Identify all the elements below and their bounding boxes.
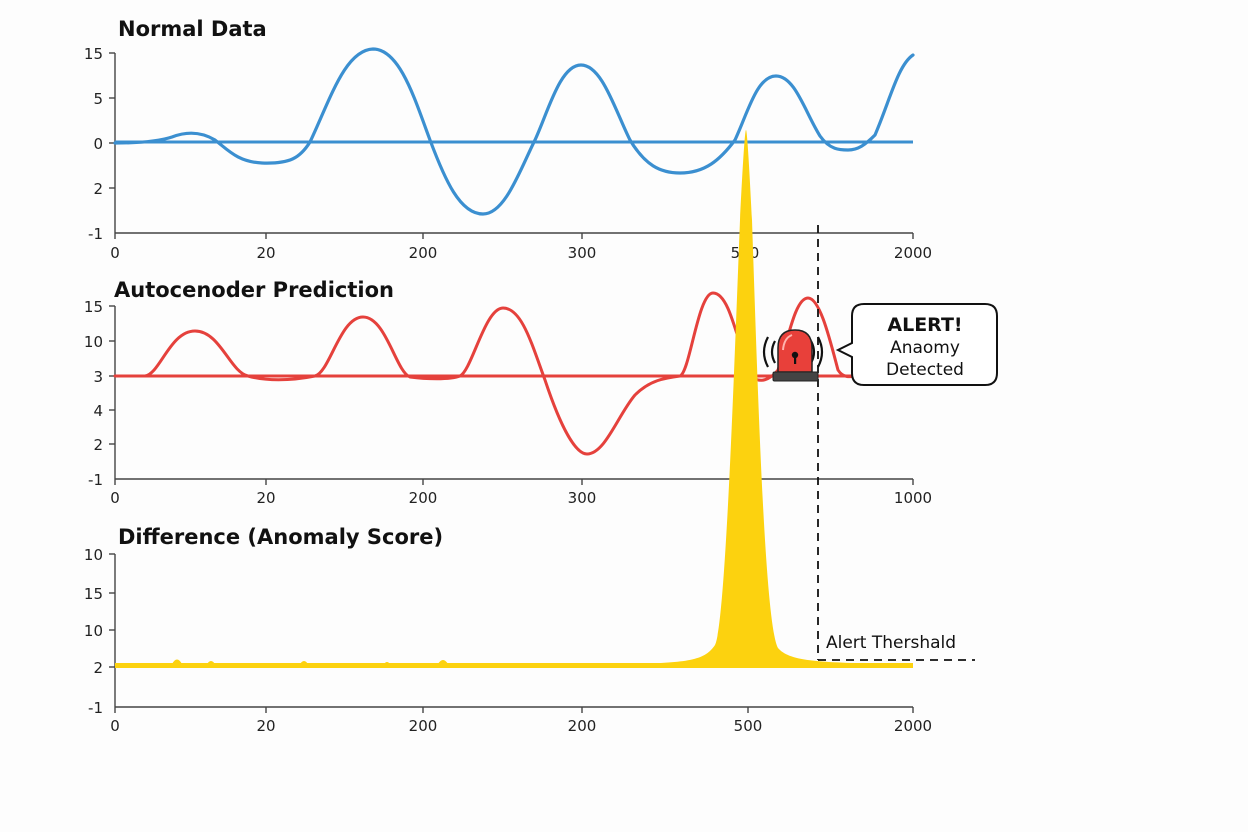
svg-text:300: 300 bbox=[568, 244, 597, 262]
panel-autoencoder-prediction: Autocenoder Prediction 15 10 3 4 2 -1 0 … bbox=[84, 278, 932, 507]
svg-text:10: 10 bbox=[84, 546, 103, 564]
svg-text:15: 15 bbox=[84, 298, 103, 316]
svg-text:-1: -1 bbox=[88, 471, 103, 489]
y-ticks: 15 5 0 2 -1 bbox=[84, 45, 115, 243]
svg-text:200: 200 bbox=[409, 244, 438, 262]
siren-alarm-icon bbox=[762, 329, 824, 382]
svg-text:-1: -1 bbox=[88, 699, 103, 717]
svg-text:2: 2 bbox=[93, 180, 103, 198]
svg-text:0: 0 bbox=[110, 244, 120, 262]
panel-normal-data: Normal Data 15 5 0 2 -1 0 20 200 300 500… bbox=[84, 17, 932, 262]
svg-text:0: 0 bbox=[110, 489, 120, 507]
alert-threshold: Alert Thershald bbox=[817, 225, 975, 661]
svg-text:200: 200 bbox=[409, 489, 438, 507]
svg-text:1000: 1000 bbox=[894, 489, 932, 507]
svg-text:20: 20 bbox=[256, 717, 275, 735]
svg-text:5: 5 bbox=[93, 90, 103, 108]
svg-text:500: 500 bbox=[734, 717, 763, 735]
svg-text:10: 10 bbox=[84, 622, 103, 640]
svg-text:0: 0 bbox=[110, 717, 120, 735]
panel-title-normal: Normal Data bbox=[118, 17, 267, 41]
svg-text:20: 20 bbox=[256, 489, 275, 507]
x-ticks: 0 20 200 200 500 2000 bbox=[110, 707, 932, 735]
svg-text:10: 10 bbox=[84, 333, 103, 351]
normal-data-line bbox=[113, 47, 915, 216]
panel-title-prediction: Autocenoder Prediction bbox=[114, 278, 394, 302]
svg-text:200: 200 bbox=[568, 717, 597, 735]
svg-text:300: 300 bbox=[568, 489, 597, 507]
panel-title-difference: Difference (Anomaly Score) bbox=[118, 525, 443, 549]
y-ticks: 15 10 3 4 2 -1 bbox=[84, 298, 115, 489]
alert-callout: ALERT! Anaomy Detected bbox=[835, 303, 998, 386]
svg-text:4: 4 bbox=[93, 402, 103, 420]
svg-text:15: 15 bbox=[84, 45, 103, 63]
x-ticks: 0 20 200 300 1000 bbox=[110, 479, 932, 507]
anomaly-baseline bbox=[115, 663, 913, 668]
svg-text:2: 2 bbox=[93, 659, 103, 677]
threshold-label: Alert Thershald bbox=[826, 633, 956, 653]
alert-line-1: Anaomy bbox=[890, 338, 960, 358]
svg-text:2000: 2000 bbox=[894, 717, 932, 735]
y-ticks: 10 15 10 2 -1 bbox=[84, 546, 115, 717]
svg-text:-1: -1 bbox=[88, 225, 103, 243]
svg-text:2000: 2000 bbox=[894, 244, 932, 262]
alert-title: ALERT! bbox=[887, 314, 962, 336]
svg-text:2: 2 bbox=[93, 436, 103, 454]
panel-anomaly-score: Difference (Anomaly Score) 10 15 10 2 -1… bbox=[84, 525, 932, 735]
svg-text:15: 15 bbox=[84, 585, 103, 603]
svg-text:200: 200 bbox=[409, 717, 438, 735]
svg-text:20: 20 bbox=[256, 244, 275, 262]
svg-text:3: 3 bbox=[93, 368, 103, 386]
x-ticks: 0 20 200 300 500 2000 bbox=[110, 233, 932, 262]
anomaly-spike bbox=[640, 130, 913, 668]
anomaly-score-area bbox=[115, 130, 913, 668]
alert-line-2: Detected bbox=[886, 360, 964, 380]
svg-text:0: 0 bbox=[93, 135, 103, 153]
